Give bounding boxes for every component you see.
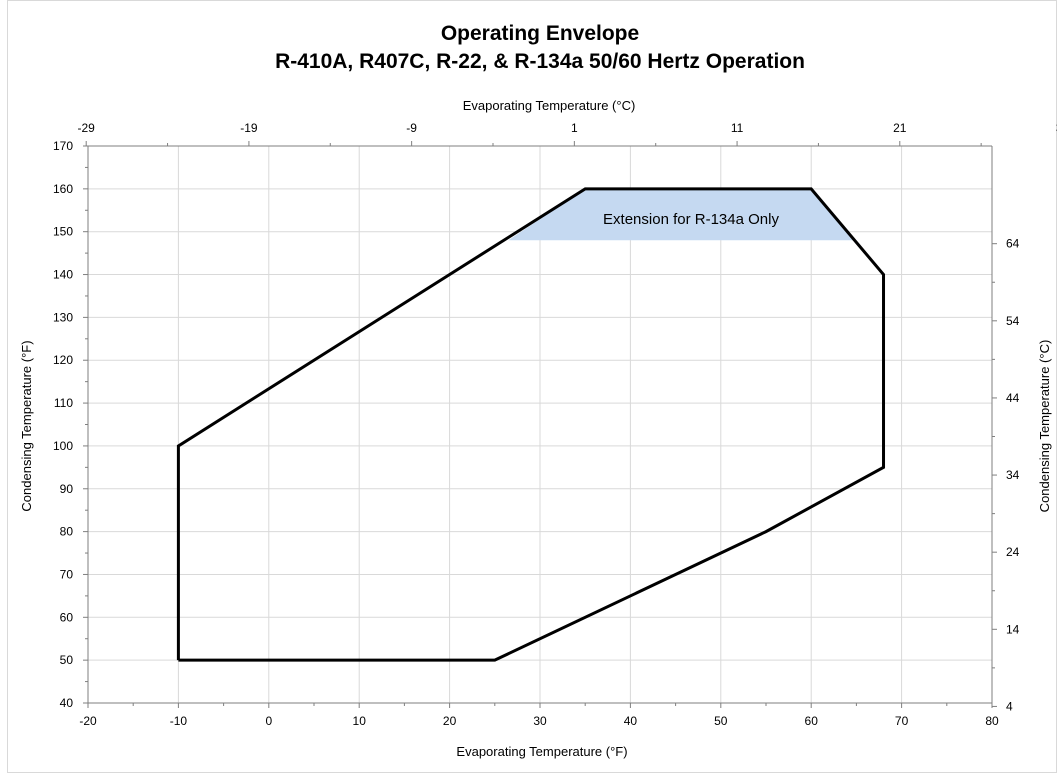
x2-tick-label: -29: [78, 121, 96, 135]
y-tick-label: 160: [53, 182, 73, 196]
y-tick-label: 150: [53, 225, 73, 239]
x-tick-label: 10: [353, 714, 367, 728]
y-tick-label: 170: [53, 139, 73, 153]
y2-tick-label: 64: [1006, 237, 1020, 251]
x-tick-label: 70: [895, 714, 909, 728]
y2-tick-label: 4: [1006, 699, 1013, 713]
y-tick-label: 100: [53, 439, 73, 453]
y-tick-label: 80: [60, 525, 74, 539]
x-tick-label: -20: [79, 714, 97, 728]
x2-tick-label: 31: [1056, 121, 1057, 135]
x-tick-label: 30: [533, 714, 547, 728]
y-tick-label: 110: [54, 396, 73, 410]
extension-label: Extension for R-134a Only: [603, 211, 779, 228]
x2-tick-label: 11: [731, 121, 744, 135]
x-tick-label: 0: [265, 714, 272, 728]
x2-tick-label: -19: [240, 121, 258, 135]
x-tick-label: -10: [170, 714, 188, 728]
y-tick-label: 120: [53, 353, 73, 367]
y2-tick-label: 24: [1006, 545, 1020, 559]
envelope-line: [176, 187, 886, 662]
chart-title-line1: Operating Envelope: [441, 22, 639, 45]
y-tick-label: 90: [60, 482, 74, 496]
x2-tick-label: -9: [406, 121, 417, 135]
x-tick-label: 80: [985, 714, 999, 728]
y-tick-label: 40: [60, 696, 74, 710]
x-tick-label: 60: [805, 714, 819, 728]
y-axis-label: Condensing Temperature (°F): [19, 340, 34, 511]
extension-region-group: [508, 188, 855, 241]
extension-region: [508, 188, 855, 241]
y-tick-label: 130: [53, 310, 73, 324]
y2-tick-label: 34: [1006, 468, 1020, 482]
y-tick-label: 70: [60, 567, 74, 581]
x2-tick-label: 21: [893, 121, 907, 135]
y2-tick-label: 54: [1006, 314, 1020, 328]
x-tick-label: 40: [624, 714, 638, 728]
y-tick-label: 140: [53, 268, 73, 282]
x-tick-label: 50: [714, 714, 728, 728]
y2-tick-label: 14: [1006, 622, 1020, 636]
tick-labels: -20 -10 0 10 20 30 40 50 60 70 8040506070809010011…: [53, 121, 1057, 728]
x-axis-label: Evaporating Temperature (°F): [456, 744, 627, 759]
axes: [83, 141, 997, 708]
x2-axis-label: Evaporating Temperature (°C): [463, 98, 636, 113]
y-tick-label: 60: [60, 610, 74, 624]
y-tick-label: 50: [60, 653, 74, 667]
x2-tick-label: 1: [571, 121, 578, 135]
y2-axis-label: Condensing Temperature (°C): [1037, 340, 1052, 513]
series-group: [176, 187, 886, 662]
y2-tick-label: 44: [1006, 391, 1020, 405]
chart-title-line2: R-410A, R407C, R-22, & R-134a 50/60 Hert…: [275, 50, 805, 73]
x-tick-label: 20: [443, 714, 457, 728]
